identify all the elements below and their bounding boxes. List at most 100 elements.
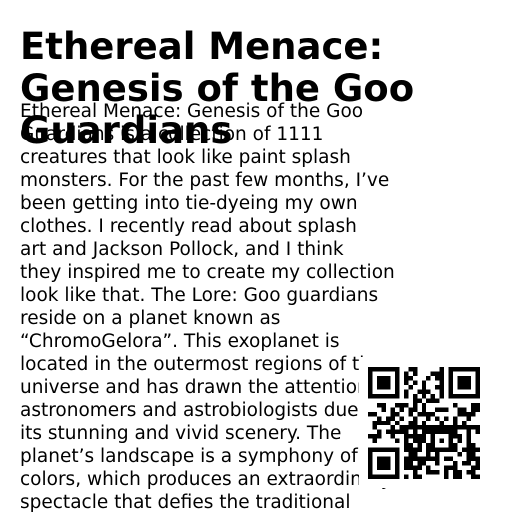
qr-module [457, 438, 463, 444]
qr-module [466, 375, 472, 381]
qr-module [372, 425, 377, 430]
qr-module [421, 407, 427, 412]
qr-module [368, 470, 373, 475]
qr-module [457, 474, 463, 479]
qr-module [439, 425, 445, 430]
qr-module [390, 434, 395, 439]
qr-module [444, 474, 449, 479]
qr-module [381, 384, 386, 390]
qr-module [417, 398, 422, 403]
qr-module [471, 407, 476, 412]
qr-module [399, 429, 404, 435]
qr-module [403, 434, 409, 439]
qr-module [408, 420, 413, 426]
qr-module [381, 375, 386, 381]
qr-module [462, 375, 467, 381]
qr-module [444, 416, 449, 421]
qr-module [394, 402, 400, 408]
qr-module [421, 380, 427, 385]
qr-module [466, 452, 472, 457]
qr-module [399, 402, 404, 408]
qr-module [394, 461, 400, 466]
qr-module [475, 407, 480, 412]
qr-module [475, 380, 480, 385]
qr-module [394, 438, 400, 444]
qr-module [412, 465, 418, 471]
qr-module [376, 420, 382, 426]
text-line: colors, which produces an extraordinary [20, 469, 392, 490]
qr-module [394, 371, 400, 376]
qr-module [385, 429, 391, 435]
qr-module [444, 429, 449, 435]
qr-module [412, 380, 418, 385]
qr-module [466, 393, 472, 399]
qr-module [435, 425, 440, 430]
qr-module [435, 407, 440, 412]
qr-module [376, 474, 382, 479]
qr-module [399, 416, 404, 421]
qr-module [368, 367, 373, 372]
qr-module [421, 434, 427, 439]
qr-module [462, 367, 467, 372]
qr-module [412, 407, 418, 412]
qr-module [435, 416, 440, 421]
qr-module [412, 367, 418, 372]
qr-module [466, 416, 472, 421]
qr-module [412, 371, 418, 376]
qr-module [426, 447, 431, 453]
qr-module [412, 429, 418, 435]
qr-module [448, 367, 454, 372]
qr-module [448, 393, 454, 399]
qr-module [462, 411, 467, 417]
qr-module [453, 443, 458, 448]
text-line: they inspired me to create my collection [20, 262, 395, 283]
qr-module [394, 465, 400, 471]
qr-module [390, 429, 395, 435]
qr-module [457, 393, 463, 399]
qr-module [417, 438, 422, 444]
qr-module [408, 384, 413, 390]
qr-module [403, 438, 409, 444]
qr-module [421, 384, 427, 390]
qr-module [412, 420, 418, 426]
qr-module [385, 447, 391, 453]
qr-module [390, 425, 395, 430]
qr-module [466, 367, 472, 372]
qr-module [457, 367, 463, 372]
text-line: clothes. I recently read about splash [20, 216, 357, 237]
qr-module [408, 375, 413, 381]
qr-module [453, 461, 458, 466]
qr-module [453, 393, 458, 399]
qr-module [408, 461, 413, 466]
qr-module [466, 384, 472, 390]
qr-code[interactable] [359, 357, 490, 488]
qr-module [376, 384, 382, 390]
qr-module [462, 393, 467, 399]
qr-module [376, 393, 382, 399]
qr-module [403, 465, 409, 471]
qr-module [448, 384, 454, 390]
qr-module [376, 402, 382, 408]
qr-module [421, 389, 427, 394]
qr-module [372, 434, 377, 439]
qr-module [466, 461, 472, 466]
qr-module [417, 474, 422, 479]
qr-module [403, 402, 409, 408]
qr-module [368, 452, 373, 457]
text-line: “ChromoGelora”. This exoplanet is [20, 331, 340, 352]
qr-module [368, 380, 373, 385]
qr-module [412, 402, 418, 408]
qr-module [376, 375, 382, 381]
qr-module [435, 470, 440, 475]
qr-module [408, 407, 413, 412]
qr-module [466, 434, 472, 439]
page-title: Ethereal Menace: Genesis of the Goo Guar… [20, 25, 415, 152]
qr-module [417, 461, 422, 466]
qr-module [453, 447, 458, 453]
qr-module [408, 456, 413, 462]
qr-module [475, 367, 480, 372]
qr-module [376, 465, 382, 471]
qr-module [435, 456, 440, 462]
qr-module [426, 375, 431, 381]
qr-module [435, 398, 440, 403]
